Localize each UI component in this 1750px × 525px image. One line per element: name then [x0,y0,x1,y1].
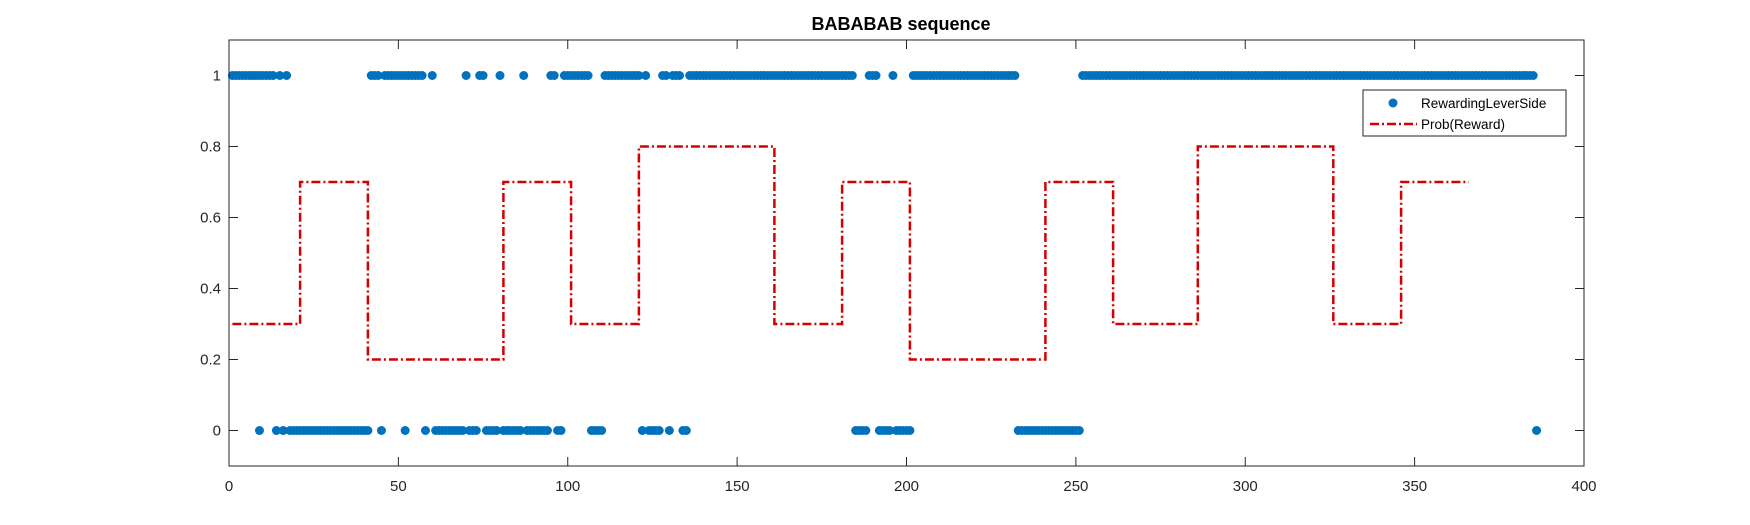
x-tick-label: 250 [1063,478,1088,495]
x-tick-label: 100 [555,478,580,495]
data-point-y1 [275,71,285,80]
data-point-y1 [641,71,651,80]
data-point-y0 [681,426,691,435]
data-point-y1 [888,71,898,80]
data-point-y0 [492,426,502,435]
data-point-y0 [556,426,566,435]
data-point-y0 [885,426,895,435]
prob-reward-step-path [232,145,1469,361]
x-tick-label: 350 [1402,478,1427,495]
data-point-y0 [271,426,281,435]
y-tick-label: 0.6 [200,210,221,227]
x-tick-label: 0 [225,478,233,495]
rewarding-lever-side-points [227,71,1542,435]
y-tick-label: 0.2 [200,352,221,369]
axes-layer: 0 50 100 150 200 250 300 350 400 0 0.2 0.4 0.6 0.8 1 [200,40,1597,495]
plot-frame [228,39,1585,467]
data-point-y1 [871,71,881,80]
data-point-y0 [458,426,468,435]
legend-label-rewarding-lever-side: RewardingLeverSide [1421,96,1546,111]
data-point-y0 [597,426,607,435]
data-point-y1 [583,71,593,80]
y-tick-label: 0.8 [200,139,221,156]
data-point-y0 [515,426,525,435]
data-point-y0 [1532,426,1542,435]
y-tick-label: 0.4 [200,281,221,298]
x-tick-label: 150 [725,478,750,495]
data-point-y1 [417,71,427,80]
data-point-y1 [519,71,529,80]
data-point-y0 [861,426,871,435]
data-point-y0 [400,426,410,435]
prob-reward-line [232,145,1469,361]
data-point-y0 [1074,426,1084,435]
plot-area [229,40,1584,466]
chart-title: BABABAB sequence [811,14,990,34]
data-point-y1 [461,71,471,80]
data-point-y0 [637,426,647,435]
data-point-y1 [634,71,644,80]
data-point-y1 [1010,71,1020,80]
legend: RewardingLeverSide Prob(Reward) [1362,89,1567,137]
data-point-y0 [420,426,430,435]
data-point-y0 [542,426,552,435]
y-tick-label: 0 [213,423,221,440]
data-point-y0 [376,426,386,435]
data-point-y0 [363,426,373,435]
data-point-y0 [664,426,674,435]
data-point-y0 [254,426,264,435]
legend-label-prob-reward: Prob(Reward) [1421,117,1505,132]
legend-marker-rewarding-lever-side [1388,98,1398,108]
data-point-y1 [478,71,488,80]
data-point-y0 [471,426,481,435]
x-tick-label: 200 [894,478,919,495]
data-point-y1 [661,71,671,80]
data-point-y0 [905,426,915,435]
x-tick-label: 400 [1571,478,1596,495]
data-point-y1 [268,71,278,80]
x-tick-label: 300 [1233,478,1258,495]
data-point-y1 [495,71,505,80]
data-point-y1 [427,71,437,80]
data-point-y1 [549,71,559,80]
data-point-y1 [675,71,685,80]
data-point-y0 [278,426,288,435]
legend-box [1362,89,1567,137]
data-point-y1 [373,71,383,80]
data-point-y0 [654,426,664,435]
data-point-y1 [282,71,292,80]
data-point-y1 [1528,71,1538,80]
x-tick-label: 50 [390,478,407,495]
data-point-y1 [847,71,857,80]
y-tick-label: 1 [213,68,221,85]
